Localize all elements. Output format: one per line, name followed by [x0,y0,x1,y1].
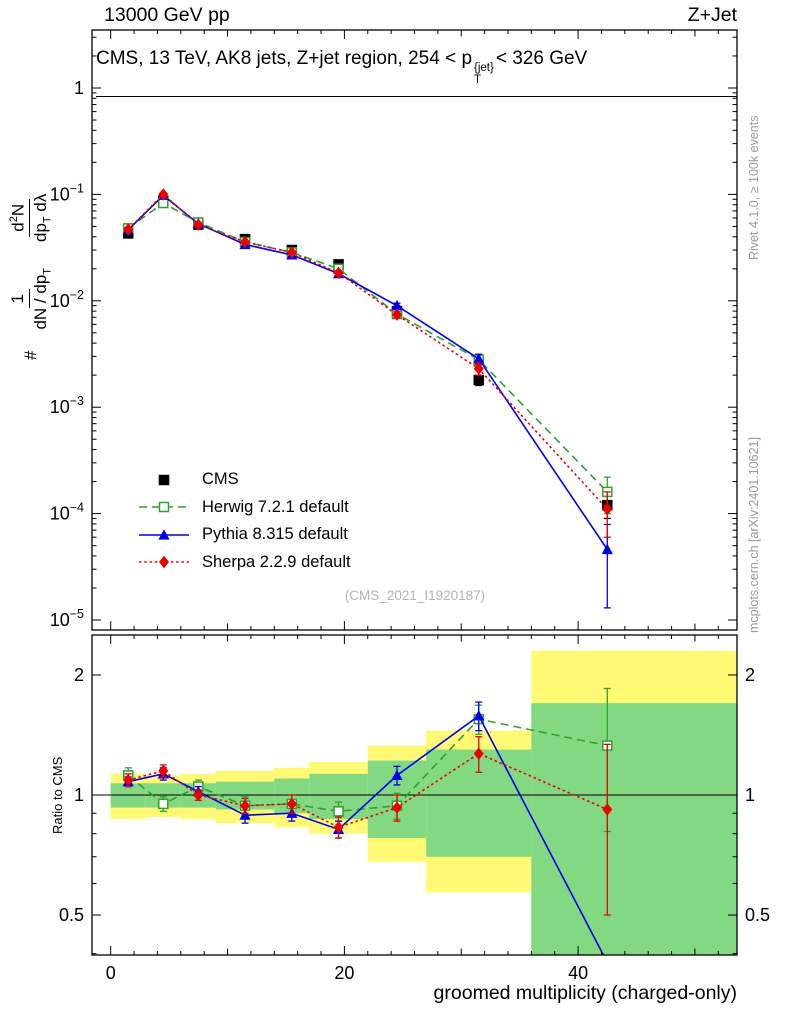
ylabel-hash: # [21,350,41,360]
data-marker [333,266,344,280]
tick-label: 0.5 [745,905,770,925]
legend-label: Herwig 7.2.1 default [202,497,349,516]
tick-label: 10−4 [50,501,84,524]
data-marker [391,801,402,814]
process-label: Z+Jet [687,4,737,26]
tick-label: 20 [334,963,354,983]
pt-subscript: T [474,73,482,86]
plot-title-prefix: CMS, 13 TeV, AK8 jets, Z+jet region, 254… [96,48,473,69]
series-line [127,202,608,493]
data-marker [286,246,297,259]
pt-supsub: {jet} T [474,62,494,86]
data-marker [391,769,403,780]
series-line [127,193,608,510]
legend-item-herwig: Herwig 7.2.1 default [137,494,351,522]
legend-label: Sherpa 2.2.9 default [202,552,351,571]
plot-title-suffix: < 326 GeV [495,48,588,69]
ylabel-fraction-1: 1 dN / dpT [8,267,54,330]
tick-label: 10−1 [50,181,84,204]
band-green [531,703,737,955]
legend-marker-sherpa [139,556,189,569]
data-marker [601,543,613,555]
ratio-panel-frame [91,634,738,956]
beam-energy-label: 13000 GeV pp [104,4,230,26]
tick-label: 0.5 [59,905,84,925]
series-line [127,718,608,813]
analysis-id-watermark: (CMS_2021_I1920187) [344,588,486,603]
tick-label: 1 [745,785,755,805]
main-series-sherpa [123,188,613,538]
ylabel-fraction-2: d2N dpT dλ [8,193,54,242]
data-marker [602,502,613,516]
ratio-axis-title: Ratio to CMS [50,756,65,834]
data-marker [240,799,251,812]
data-marker [473,353,485,364]
tick-label: 2 [74,665,84,685]
data-marker [473,747,484,760]
rivet-version-label: Rivet 4.1.0, ≥ 100k events [747,115,761,260]
legend-item-sherpa: Sherpa 2.2.9 default [137,549,351,577]
tick-label: 0 [106,963,116,983]
data-marker [473,709,485,721]
axis-ticks [92,30,737,955]
data-marker [158,764,169,777]
ratio-uncertainty-bands [110,650,737,955]
tick-label: 10−3 [50,394,84,417]
y-axis-title: # 1 dN / dpT d2N dpT dλ [8,189,54,360]
legend-marker-herwig [139,502,189,513]
legend-item-cms: CMS [137,466,351,494]
plot-title: CMS, 13 TeV, AK8 jets, Z+jet region, 254… [96,48,737,97]
pt-superscript: {jet} [474,62,494,74]
legend-marker-pythia [139,528,189,540]
data-marker [123,773,134,787]
data-marker [193,218,204,231]
tick-label: 1 [74,78,84,98]
legend-marker-cms [158,474,170,485]
data-marker [602,803,613,816]
data-marker [286,797,297,811]
axis-tick-labels: 110−110−210−310−410−50.5 0.51 12 20 20 40 [50,78,770,983]
data-marker [240,235,251,249]
data-marker [193,788,204,802]
tick-label: 2 [745,665,755,685]
data-marker [473,362,484,375]
data-marker [391,308,402,321]
x-axis-title: groomed multiplicity (charged-only) [433,982,737,1004]
legend-label: CMS [202,470,239,489]
data-marker [123,223,134,236]
tick-label: 1 [74,785,84,805]
ratio-series-sherpa [123,736,613,916]
data-marker [473,374,485,386]
main-panel-frame [91,29,738,631]
data-marker [239,809,251,820]
data-marker [333,806,344,817]
legend-label: Pythia 8.315 default [202,525,348,544]
data-marker [391,299,403,311]
legend-item-pythia: Pythia 8.315 default [137,521,351,549]
tick-label: 10−2 [50,288,84,311]
data-marker [333,821,344,834]
tick-label: 40 [568,963,588,983]
data-marker [158,798,169,810]
data-marker [158,188,169,201]
mcplots-credit-label: mcplots.cern.ch [arXiv:2401.10621] [747,437,761,633]
tick-label: 10−5 [50,607,84,630]
legend: CMS Herwig 7.2.1 default Pythia 8.315 defa… [137,466,351,576]
